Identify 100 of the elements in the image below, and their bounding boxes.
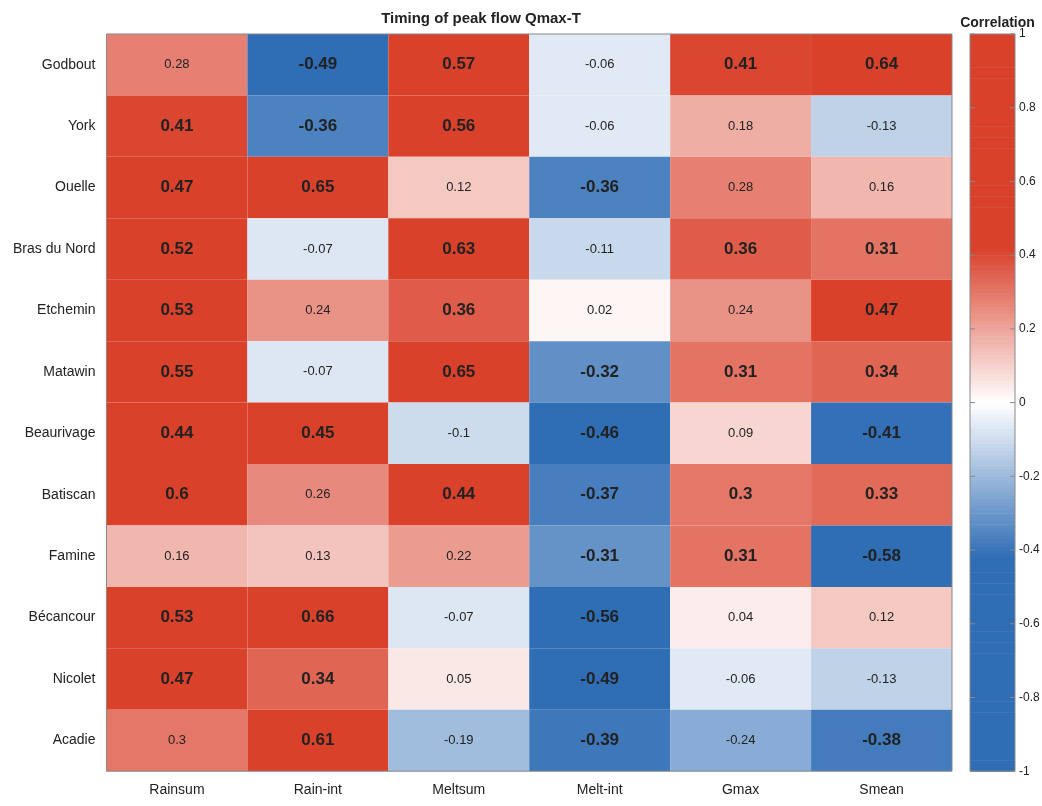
- data-label: 0.26: [305, 486, 331, 502]
- chart-title: Timing of peak flow Qmax-T: [381, 9, 581, 27]
- data-label: -0.32: [580, 361, 620, 381]
- y-tick-label: Ouelle: [55, 178, 96, 195]
- y-tick-label: Etchemin: [37, 301, 96, 318]
- color-bar-label: -0.6: [1019, 616, 1040, 631]
- data-label: -0.24: [725, 732, 756, 748]
- data-label: 0.28: [727, 179, 754, 195]
- data-label: 0.65: [301, 177, 335, 197]
- data-label: -0.07: [303, 363, 333, 379]
- color-bar-label: 0: [1019, 394, 1026, 409]
- data-label: 0.3: [167, 732, 186, 748]
- data-label: 0.31: [864, 238, 899, 258]
- x-tick-label: Rain-int: [293, 781, 343, 798]
- data-label: 0.34: [301, 668, 335, 688]
- x-tick-label: Melt-int: [576, 781, 623, 798]
- y-tick-label: Nicolet: [52, 669, 96, 686]
- data-label: 0.31: [724, 545, 758, 565]
- data-label: -0.58: [862, 545, 901, 565]
- y-tick-label: Beaurivage: [24, 424, 96, 441]
- data-label: -0.31: [580, 545, 620, 565]
- color-bar-label: 0.2: [1019, 321, 1037, 336]
- data-label: 0.41: [160, 115, 194, 135]
- data-label: 0.44: [442, 484, 476, 504]
- data-label: -0.13: [866, 117, 897, 133]
- data-label: 0.57: [442, 54, 476, 74]
- data-label: 0.63: [442, 238, 476, 258]
- x-tick-label: Rainsum: [149, 781, 205, 798]
- data-label: -0.36: [298, 115, 338, 135]
- data-label: -0.07: [303, 240, 333, 256]
- data-label: -0.06: [584, 56, 615, 72]
- data-label: 0.02: [587, 302, 613, 318]
- x-tick-label: Gmax: [721, 781, 760, 798]
- data-label: 0.34: [864, 361, 899, 381]
- color-bar-label: 0.4: [1019, 247, 1037, 262]
- data-label: 0.47: [160, 668, 194, 688]
- y-tick-label: York: [67, 117, 97, 134]
- color-bar-label: 0.8: [1019, 100, 1037, 115]
- data-label: 0.22: [446, 547, 472, 563]
- data-label: -0.56: [580, 607, 620, 627]
- y-tick-label: Acadie: [52, 731, 96, 748]
- data-label: 0.04: [727, 609, 754, 625]
- color-bar-label: 0.6: [1019, 173, 1037, 188]
- data-label: 0.3: [728, 484, 753, 504]
- data-label: 0.16: [164, 547, 190, 563]
- y-tick-label: Matawin: [43, 362, 96, 379]
- data-label: -0.11: [585, 240, 615, 256]
- data-label: 0.28: [164, 56, 190, 72]
- data-label: 0.18: [727, 117, 754, 133]
- data-label: 0.05: [446, 670, 472, 686]
- data-label: 0.13: [305, 547, 331, 563]
- x-tick-label: Meltsum: [432, 781, 486, 798]
- data-label: -0.49: [298, 54, 338, 74]
- data-label: 0.31: [724, 361, 758, 381]
- y-tick-label: Batiscan: [41, 485, 96, 502]
- data-label: -0.41: [862, 423, 901, 442]
- data-label: 0.33: [864, 484, 899, 504]
- data-label: 0.56: [442, 115, 476, 135]
- data-label: -0.39: [580, 730, 620, 750]
- data-label: 0.53: [160, 300, 194, 320]
- data-label: -0.13: [866, 670, 897, 686]
- color-bar-label: -0.8: [1019, 689, 1040, 704]
- color-bar-label: 1: [1019, 26, 1026, 41]
- data-label: 0.12: [446, 179, 472, 195]
- data-label: -0.37: [580, 484, 620, 504]
- data-label: 0.24: [727, 302, 754, 318]
- color-bar-label: -0.4: [1019, 542, 1040, 557]
- data-label: 0.52: [160, 238, 194, 258]
- data-label: 0.64: [864, 54, 899, 74]
- data-label: -0.38: [862, 730, 901, 750]
- data-label: -0.06: [725, 670, 756, 686]
- data-label: 0.65: [442, 361, 476, 381]
- data-label: 0.45: [301, 423, 335, 442]
- data-label: 0.61: [301, 730, 335, 750]
- data-label: 0.55: [160, 361, 194, 381]
- data-label: 0.36: [442, 300, 476, 320]
- data-label: -0.1: [447, 424, 470, 440]
- y-tick-label: Bras du Nord: [13, 239, 96, 256]
- color-bar-label: -1: [1019, 763, 1030, 778]
- x-tick-label: Smean: [859, 781, 904, 798]
- data-label: 0.66: [301, 607, 335, 627]
- data-label: 0.16: [868, 179, 895, 195]
- data-label: -0.46: [580, 423, 620, 442]
- data-label: 0.6: [165, 484, 189, 504]
- data-label: 0.12: [868, 609, 895, 625]
- data-label: 0.24: [305, 302, 331, 318]
- data-label: -0.36: [580, 177, 620, 197]
- data-label: 0.09: [727, 424, 754, 440]
- y-tick-label: Bécancour: [28, 608, 96, 625]
- data-label: -0.49: [580, 668, 620, 688]
- data-label: 0.41: [724, 54, 758, 74]
- y-tick-label: Godbout: [41, 55, 96, 72]
- data-label: 0.44: [160, 423, 195, 442]
- data-label: 0.47: [864, 300, 899, 320]
- data-label: -0.07: [443, 609, 474, 625]
- color-bar-label: -0.2: [1019, 468, 1040, 483]
- y-tick-label: Famine: [48, 547, 96, 564]
- data-label: -0.19: [443, 732, 474, 748]
- data-label: -0.06: [584, 117, 615, 133]
- data-label: 0.53: [160, 607, 194, 627]
